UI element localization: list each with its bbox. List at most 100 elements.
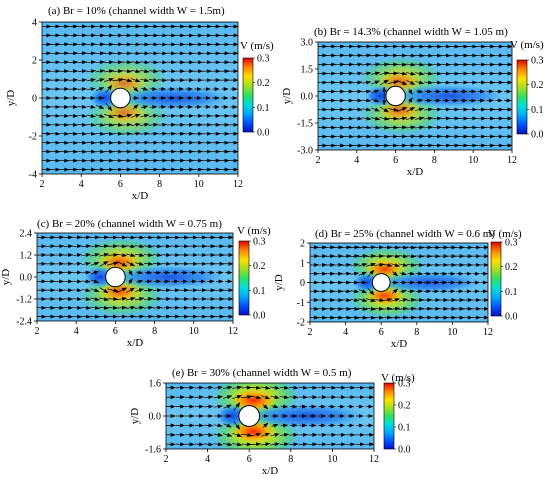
velocity-vector (432, 134, 443, 139)
vector-arrows (310, 245, 488, 320)
velocity-vector (134, 235, 145, 240)
velocity-vector (392, 288, 399, 294)
velocity-vector (379, 53, 390, 58)
velocity-vector (86, 69, 96, 74)
velocity-vector (72, 235, 83, 240)
velocity-vector (270, 385, 280, 390)
velocity-vector (357, 315, 368, 320)
velocity-field (310, 243, 488, 322)
colorbar-tick-label: 0.1 (257, 103, 270, 114)
velocity-vector (107, 261, 119, 266)
vector-arrows (42, 24, 238, 172)
velocity-vector (381, 263, 393, 268)
velocity-vector (213, 442, 223, 447)
velocity-vector (353, 71, 363, 76)
velocity-vector (396, 79, 408, 86)
velocity-vector (341, 254, 352, 259)
velocity-vector (152, 261, 163, 266)
velocity-vector (357, 245, 368, 250)
vector-arrows (37, 235, 233, 319)
y-tick-label: -2 (297, 318, 305, 329)
velocity-vector (213, 385, 223, 390)
velocity-vector (204, 385, 214, 390)
velocity-vector (333, 298, 344, 303)
cylinder-marker (110, 87, 131, 109)
velocity-vector (414, 134, 425, 139)
x-tick-label: 2 (164, 454, 169, 465)
velocity-vector (126, 287, 135, 293)
velocity-vector (63, 244, 74, 249)
velocity-vector (250, 385, 262, 390)
velocity-field (318, 42, 512, 150)
velocity-vector (333, 262, 344, 267)
velocity-vector (77, 122, 88, 127)
colorbar-label: V (m/s) (488, 228, 522, 240)
velocity-vector (262, 422, 269, 429)
velocity-vector (250, 395, 262, 400)
velocity-vector (91, 279, 100, 284)
velocity-vector (289, 432, 299, 437)
velocity-vector (77, 51, 88, 56)
cylinder-marker (105, 266, 126, 288)
velocity-vector (152, 297, 163, 301)
velocity-vector (398, 315, 409, 320)
velocity-vector (104, 131, 114, 136)
colorbar-tick-label: 0.2 (253, 261, 266, 272)
colorbar-tick-label: 0.1 (398, 423, 411, 434)
velocity-vector (362, 98, 372, 103)
velocity-vector (414, 53, 425, 58)
velocity-vector (63, 305, 74, 310)
velocity-vector (382, 306, 393, 311)
velocity-vector (140, 78, 150, 83)
velocity-vector (398, 254, 409, 259)
velocity-vector (86, 131, 97, 136)
velocity-vector (157, 69, 168, 74)
panel-c: 2 4 6 8 10 12 -2.4 -1.2 0.0 1.2 2.4 x/D y/D (c) Br = … (0, 218, 271, 349)
velocity-vector (344, 71, 354, 76)
x-tick-label: 2 (316, 155, 321, 166)
velocity-vector (279, 442, 290, 447)
velocity-vector (406, 315, 417, 320)
velocity-vector (361, 62, 372, 67)
velocity-vector (289, 385, 299, 390)
velocity-vector (104, 60, 114, 65)
velocity-vector (77, 69, 88, 74)
velocity-vector (77, 140, 88, 145)
velocity-vector (139, 51, 150, 56)
x-tick-label: 6 (118, 179, 123, 190)
velocity-vector (370, 134, 381, 139)
velocity-vector (379, 116, 390, 121)
velocity-vector (432, 53, 443, 58)
velocity-vector (414, 306, 425, 311)
velocity-field (166, 383, 374, 449)
velocity-vector (112, 114, 124, 118)
colorbar (242, 57, 254, 133)
velocity-vector (63, 253, 74, 258)
velocity-vector (353, 125, 363, 130)
velocity-vector (105, 102, 113, 112)
velocity-vector (270, 442, 280, 447)
wake-region (390, 84, 508, 108)
velocity-vector (353, 107, 363, 112)
velocity-vector (250, 432, 262, 437)
colorbar-label: V (m/s) (381, 372, 415, 384)
velocity-vector (143, 244, 154, 249)
velocity-vector (414, 245, 425, 250)
velocity-vector (260, 385, 271, 390)
velocity-vector (81, 244, 91, 249)
velocity-vector (72, 261, 82, 266)
y-tick-label: -4 (29, 170, 37, 181)
cylinder-marker (385, 85, 406, 107)
velocity-vector (99, 252, 110, 257)
velocity-vector (99, 244, 110, 249)
velocity-vector (68, 113, 79, 118)
velocity-vector (116, 253, 128, 258)
velocity-vector (86, 140, 97, 145)
velocity-vector (213, 432, 223, 437)
velocity-vector (157, 78, 168, 83)
velocity-vector (362, 107, 372, 112)
velocity-vector (260, 395, 271, 400)
x-tick-label: 4 (205, 454, 210, 465)
velocity-vector (223, 423, 232, 428)
velocity-vector (379, 62, 390, 67)
